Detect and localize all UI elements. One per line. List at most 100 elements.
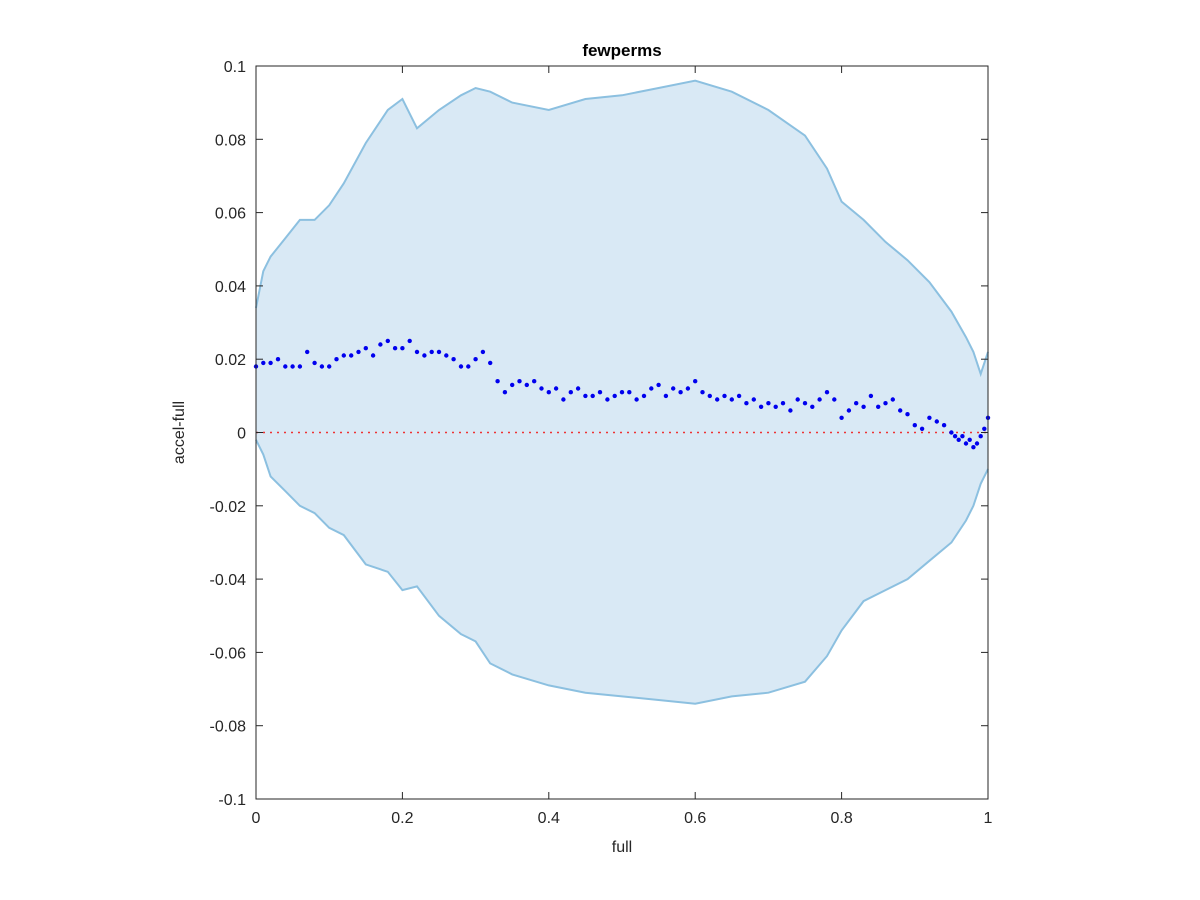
data-point — [568, 390, 573, 395]
data-point — [407, 338, 412, 344]
data-point — [532, 379, 537, 384]
data-point — [363, 346, 368, 351]
data-point — [458, 364, 464, 369]
data-point — [334, 357, 339, 362]
data-point — [473, 357, 478, 362]
data-point — [854, 401, 859, 406]
data-point — [268, 360, 273, 366]
data-point — [832, 397, 837, 402]
data-point — [919, 426, 925, 431]
data-point — [978, 434, 983, 439]
data-point — [876, 404, 881, 409]
y-tick-label: -0.1 — [218, 792, 246, 809]
data-point — [297, 364, 303, 369]
data-point — [414, 349, 420, 355]
band-upper-edge — [255, 79, 989, 378]
data-point — [488, 360, 493, 366]
data-point — [597, 390, 603, 395]
data-point — [905, 412, 910, 417]
y-tick-label: 0.04 — [215, 279, 246, 296]
data-point — [707, 393, 712, 399]
data-point — [283, 364, 288, 369]
x-tick-label: 0.2 — [391, 810, 413, 827]
data-point — [898, 408, 903, 413]
data-point — [649, 386, 654, 391]
data-point — [319, 364, 325, 369]
x-tick-label: 0.8 — [830, 810, 852, 827]
data-point — [744, 401, 749, 406]
data-point — [327, 364, 332, 369]
data-point — [736, 393, 742, 399]
data-point — [780, 401, 786, 406]
data-point — [927, 415, 932, 420]
data-point — [846, 408, 852, 413]
axes: 0 0.2 0.4 0.6 0.8 1 -0.1 -0.08 -0.06 -0.04 -0.02 0 0… — [210, 59, 993, 827]
data-point — [788, 408, 793, 413]
data-point — [883, 401, 888, 406]
data-point — [378, 342, 383, 347]
data-point — [444, 353, 449, 358]
data-point — [305, 349, 310, 355]
data-point — [685, 386, 691, 391]
y-tick-label: 0 — [237, 426, 246, 443]
data-point — [451, 357, 456, 362]
x-tick-label: 1 — [984, 810, 993, 827]
data-point — [967, 437, 972, 442]
data-point — [751, 397, 756, 402]
data-point — [758, 404, 764, 409]
data-point — [773, 404, 778, 409]
data-point — [839, 415, 844, 420]
data-point — [861, 404, 866, 409]
data-point — [700, 390, 705, 395]
data-point — [671, 386, 676, 391]
y-tick-label: -0.06 — [210, 645, 247, 662]
data-point — [510, 382, 515, 388]
data-point — [356, 349, 361, 355]
data-point — [641, 393, 647, 399]
data-point — [539, 386, 544, 391]
data-point — [766, 401, 771, 406]
data-point — [370, 353, 376, 358]
data-point — [290, 364, 295, 369]
x-axis-label: full — [612, 839, 632, 856]
data-point — [619, 390, 625, 395]
data-point — [312, 360, 317, 366]
data-point — [663, 393, 669, 399]
data-point — [934, 419, 939, 424]
data-point — [612, 393, 617, 399]
x-tick-label: 0 — [252, 810, 261, 827]
data-point — [392, 346, 398, 351]
y-tick-label: 0.02 — [215, 352, 246, 369]
data-point — [795, 397, 800, 402]
data-point — [974, 441, 980, 446]
data-point — [524, 382, 529, 388]
x-tick-label: 0.4 — [538, 810, 560, 827]
data-point — [715, 397, 720, 402]
data-point — [436, 349, 442, 355]
data-point — [546, 390, 551, 395]
y-tick-label: 0.1 — [224, 59, 246, 76]
data-point — [729, 397, 734, 402]
data-point — [693, 379, 698, 384]
data-point — [890, 397, 895, 402]
data-point — [971, 445, 976, 450]
data-point — [605, 397, 610, 402]
data-point — [583, 393, 588, 399]
data-point — [868, 393, 874, 399]
data-point — [982, 426, 987, 431]
x-tick-label: 0.6 — [684, 810, 706, 827]
data-point — [517, 379, 522, 384]
data-point — [817, 397, 822, 402]
data-point — [656, 382, 661, 388]
data-point — [960, 434, 965, 439]
data-point — [502, 390, 508, 395]
y-tick-label: -0.04 — [210, 572, 247, 589]
band-lower-edge — [255, 439, 989, 705]
data-point — [275, 357, 281, 362]
data-point — [341, 353, 346, 358]
data-point — [802, 401, 808, 406]
data-point — [429, 349, 434, 355]
y-tick-label: 0.06 — [215, 206, 246, 223]
data-point — [678, 390, 683, 395]
